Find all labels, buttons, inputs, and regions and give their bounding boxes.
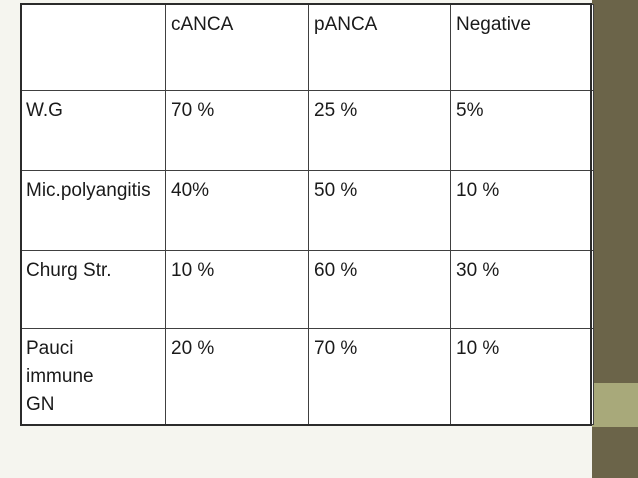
cell-negative: 5% — [450, 90, 594, 171]
cell-panca: 60 % — [308, 250, 451, 329]
cell-canca: 70 % — [165, 90, 309, 171]
cell-negative: 10 % — [450, 328, 594, 425]
header-cell-canca: cANCA — [165, 4, 309, 91]
table-row: Pauci immune GN 20 % 70 % 10 % — [21, 328, 594, 425]
table-row: Churg Str. 10 % 60 % 30 % — [21, 250, 594, 329]
header-cell-empty — [21, 4, 166, 91]
header-cell-negative: Negative — [450, 4, 594, 91]
side-band-light-accent — [592, 383, 638, 427]
row-label-text: Pauci immune GN — [26, 338, 94, 415]
cell-canca: 20 % — [165, 328, 309, 425]
cell-panca: 50 % — [308, 170, 451, 251]
row-label: Pauci immune GN — [21, 328, 166, 425]
row-label: W.G — [21, 90, 166, 171]
table-header-row: cANCA pANCA Negative — [21, 4, 594, 91]
row-label: Mic.polyangitis — [21, 170, 166, 251]
side-band-dark-bottom — [592, 427, 638, 478]
header-cell-panca: pANCA — [308, 4, 451, 91]
row-label: Churg Str. — [21, 250, 166, 329]
cell-negative: 30 % — [450, 250, 594, 329]
decorative-side-band — [592, 0, 638, 478]
cell-panca: 70 % — [308, 328, 451, 425]
cell-canca: 10 % — [165, 250, 309, 329]
cell-panca: 25 % — [308, 90, 451, 171]
table-row: W.G 70 % 25 % 5% — [21, 90, 594, 171]
row-label-text: Mic.polyangitis — [26, 180, 151, 201]
anca-table: cANCA pANCA Negative W.G 70 % 25 % 5% Mi… — [21, 4, 594, 425]
cell-canca: 40% — [165, 170, 309, 251]
side-band-dark-top — [592, 0, 638, 383]
cell-negative: 10 % — [450, 170, 594, 251]
table-row: Mic.polyangitis 40% 50 % 10 % — [21, 170, 594, 251]
